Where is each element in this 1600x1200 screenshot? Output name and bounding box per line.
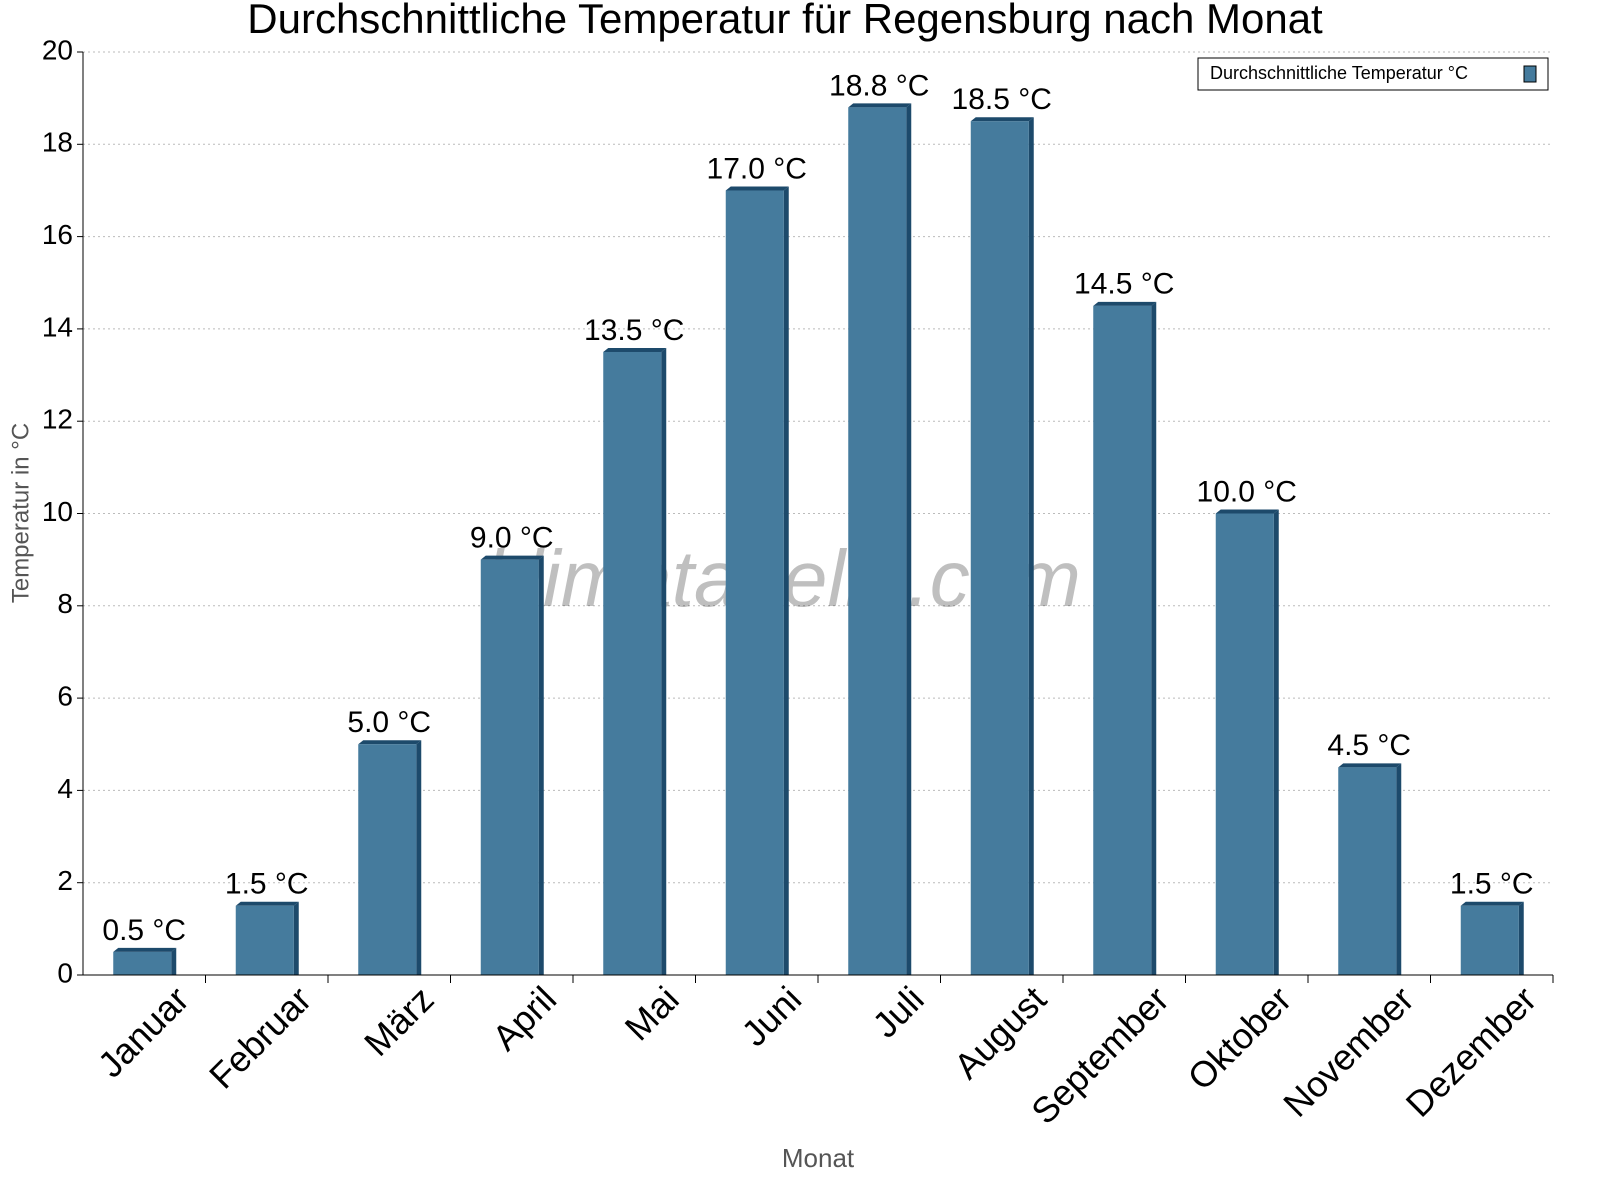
bar-side: [661, 347, 667, 976]
bar: [1338, 767, 1397, 975]
bar: [603, 351, 662, 976]
y-axis-label: Temperatur in °C: [7, 423, 34, 603]
bar-side: [783, 186, 789, 975]
x-tick-label: Juni: [733, 978, 809, 1054]
bar-side: [1273, 509, 1279, 975]
y-tick-label: 10: [42, 496, 73, 527]
bar: [113, 951, 172, 975]
legend-label: Durchschnittliche Temperatur °C: [1210, 63, 1468, 83]
value-label: 18.5 °C: [952, 83, 1052, 116]
y-tick-label: 4: [57, 773, 73, 804]
bar-top: [113, 947, 177, 952]
x-tick-label: März: [356, 978, 442, 1064]
y-tick-label: 2: [57, 865, 73, 896]
value-label: 17.0 °C: [707, 152, 807, 185]
bar-top: [1460, 901, 1524, 906]
y-tick-label: 0: [57, 957, 73, 988]
x-axis-label: Monat: [782, 1143, 855, 1173]
chart-title: Durchschnittliche Temperatur für Regensb…: [247, 0, 1323, 42]
bar: [848, 107, 907, 975]
value-label: 5.0 °C: [347, 706, 431, 739]
bar: [970, 121, 1029, 976]
value-label: 10.0 °C: [1197, 475, 1297, 508]
y-tick-label: 18: [42, 127, 73, 158]
x-tick-label: Januar: [90, 978, 197, 1085]
bar-side: [1151, 301, 1157, 975]
y-tick-label: 8: [57, 588, 73, 619]
bar-top: [1215, 509, 1279, 514]
bar-top: [725, 186, 789, 191]
x-tick-label: Februar: [201, 978, 319, 1096]
y-tick-label: 20: [42, 34, 73, 65]
x-tick-label: Juli: [864, 978, 931, 1045]
bar-side: [416, 740, 422, 975]
value-label: 18.8 °C: [829, 69, 929, 102]
x-tick-label: Dezember: [1398, 978, 1544, 1124]
bar: [1460, 905, 1519, 975]
bar-top: [358, 740, 422, 745]
y-tick-label: 12: [42, 404, 73, 435]
bar-top: [1093, 301, 1157, 306]
x-tick-label: August: [946, 978, 1054, 1086]
bar: [358, 744, 417, 975]
bar-top: [970, 117, 1034, 122]
value-label: 4.5 °C: [1327, 729, 1411, 762]
bar-side: [538, 555, 544, 975]
y-tick-label: 14: [42, 311, 73, 342]
bar-top: [235, 901, 299, 906]
bar-side: [1396, 763, 1402, 975]
value-label: 1.5 °C: [225, 868, 309, 901]
x-tick-label: November: [1275, 978, 1421, 1124]
value-label: 1.5 °C: [1450, 868, 1534, 901]
bar-top: [480, 555, 544, 560]
bar-top: [1338, 763, 1402, 768]
value-label: 9.0 °C: [470, 522, 554, 555]
x-tick-label: Oktober: [1180, 978, 1300, 1098]
bar-side: [1518, 901, 1524, 975]
legend-swatch: [1523, 65, 1537, 83]
bar: [1215, 513, 1274, 975]
x-tick-label: Mai: [617, 978, 687, 1048]
bar-side: [293, 901, 299, 975]
bar-side: [1028, 117, 1034, 976]
bar-side: [906, 103, 912, 975]
bar-side: [171, 947, 177, 975]
legend-box: [1197, 57, 1549, 91]
bar: [235, 905, 294, 975]
y-tick-label: 6: [57, 680, 73, 711]
y-tick-label: 16: [42, 219, 73, 250]
bar: [480, 559, 539, 975]
bar: [725, 190, 784, 975]
value-label: 14.5 °C: [1074, 268, 1174, 301]
bar-top: [848, 103, 912, 108]
value-label: 13.5 °C: [584, 314, 684, 347]
value-label: 0.5 °C: [102, 914, 186, 947]
x-tick-label: April: [484, 978, 564, 1058]
bar-top: [603, 347, 667, 352]
bar: [1093, 305, 1152, 975]
